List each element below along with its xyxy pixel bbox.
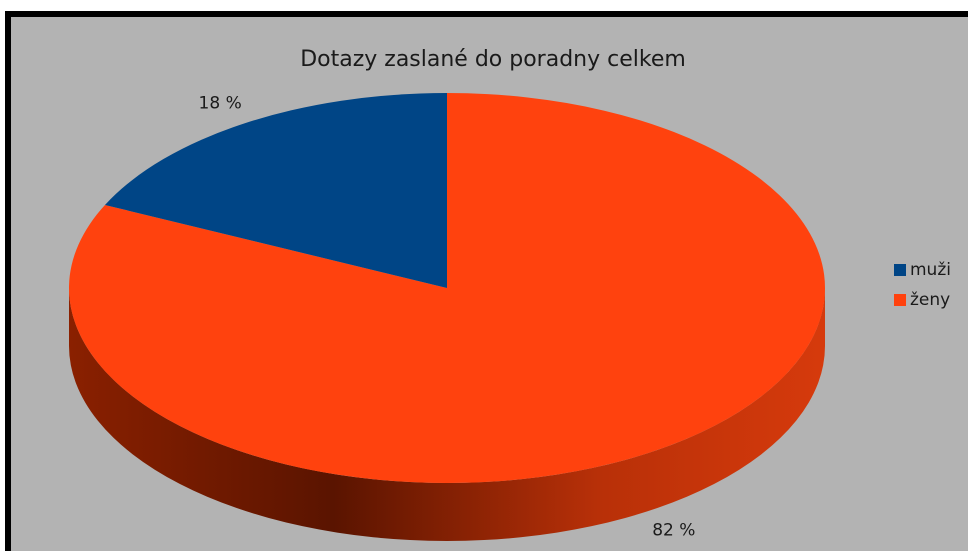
pie-side xyxy=(69,288,825,541)
data-label: 82 % xyxy=(652,520,695,540)
legend: muži ženy xyxy=(894,260,951,310)
legend-swatch xyxy=(894,294,906,306)
pie: 82 % 18 % xyxy=(68,92,825,541)
legend-swatch xyxy=(894,264,906,276)
legend-label: ženy xyxy=(910,290,950,310)
pie-slice xyxy=(104,92,447,288)
data-label: 18 % xyxy=(199,94,242,114)
chart-title: Dotazy zaslané do poradny celkem xyxy=(300,47,686,72)
legend-label: muži xyxy=(910,260,951,280)
pie-slice xyxy=(68,93,825,483)
